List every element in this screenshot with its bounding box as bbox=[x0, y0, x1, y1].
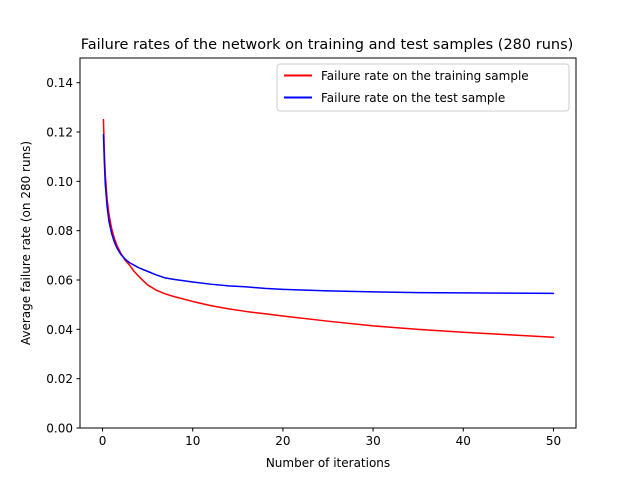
x-tick-label: 0 bbox=[99, 434, 107, 448]
y-axis-label: Average failure rate (on 280 runs) bbox=[19, 141, 33, 345]
x-tick-label: 40 bbox=[456, 434, 471, 448]
series-line-training bbox=[102, 118, 555, 338]
x-tick-label: 20 bbox=[275, 434, 290, 448]
series-layer bbox=[102, 118, 555, 338]
x-tick-label: 50 bbox=[546, 434, 561, 448]
legend-box bbox=[276, 63, 570, 112]
series-line-test bbox=[102, 133, 555, 295]
y-tick-label: 0.06 bbox=[46, 274, 73, 288]
x-axis-label: Number of iterations bbox=[266, 456, 390, 470]
legend-label-training: Failure rate on the training sample bbox=[321, 69, 529, 83]
chart-title: Failure rates of the network on training… bbox=[81, 37, 574, 53]
y-tick-label: 0.12 bbox=[46, 126, 73, 140]
y-tick-label: 0.10 bbox=[46, 175, 73, 189]
y-axis: 0.00 0.02 0.04 0.06 0.08 0.10 0.12 0.14 bbox=[46, 76, 80, 436]
y-tick-label: 0.14 bbox=[46, 76, 73, 90]
x-axis: 0 10 20 30 40 50 bbox=[99, 428, 561, 448]
legend-label-test: Failure rate on the test sample bbox=[321, 91, 505, 105]
x-tick-label: 10 bbox=[185, 434, 200, 448]
y-tick-label: 0.02 bbox=[46, 372, 73, 386]
y-tick-label: 0.04 bbox=[46, 323, 73, 337]
x-tick-label: 30 bbox=[365, 434, 380, 448]
plot-frame bbox=[79, 57, 577, 429]
legend: Failure rate on the training sample Fail… bbox=[276, 63, 570, 112]
y-tick-label: 0.08 bbox=[46, 224, 73, 238]
y-tick-label: 0.00 bbox=[46, 422, 73, 436]
